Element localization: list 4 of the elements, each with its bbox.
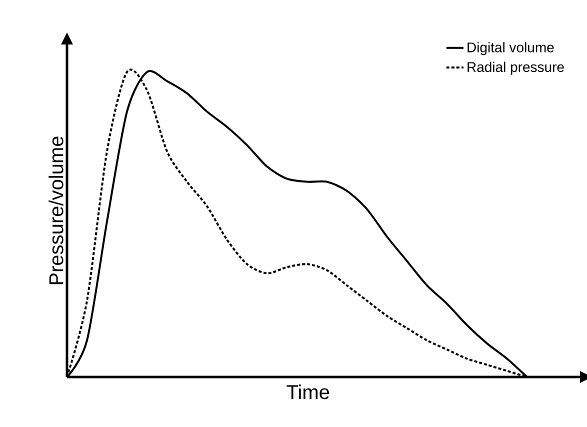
legend-label: Radial pressure: [468, 62, 564, 75]
legend-label: Digital volume: [468, 42, 554, 56]
y-axis-title: Pressure/volume: [48, 136, 64, 284]
x-axis-title: Time: [286, 384, 330, 400]
